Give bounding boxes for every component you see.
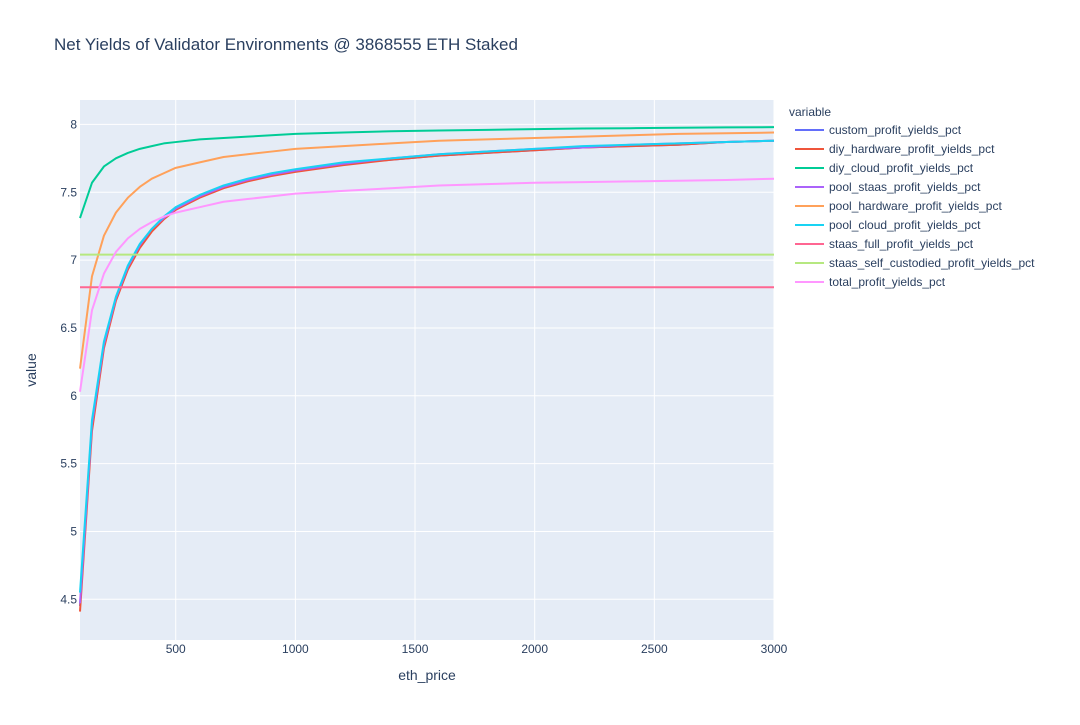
plot-area <box>80 100 774 640</box>
series-line-pool_hardware_profit_yields_pct <box>79 131 775 369</box>
legend-item[interactable]: custom_profit_yields_pct <box>795 123 962 137</box>
legend-label: custom_profit_yields_pct <box>829 123 962 137</box>
x-tick-label: 1500 <box>402 642 429 656</box>
x-tick-label: 500 <box>166 642 186 656</box>
legend-item[interactable]: diy_cloud_profit_yields_pct <box>795 161 974 175</box>
x-tick-label: 3000 <box>761 642 788 656</box>
series-line-diy_cloud_profit_yields_pct <box>79 126 775 219</box>
legend-label: total_profit_yields_pct <box>829 275 946 289</box>
legend-label: pool_cloud_profit_yields_pct <box>829 218 981 232</box>
legend-label: staas_full_profit_yields_pct <box>829 237 974 251</box>
x-axis-ticks: 500 1000 1500 2000 2500 3000 <box>166 642 788 656</box>
y-tick-label: 6 <box>70 389 77 403</box>
y-tick-label: 5 <box>70 524 77 538</box>
legend-items: custom_profit_yields_pct diy_hardware_pro… <box>795 123 1035 289</box>
y-axis-label: value <box>23 353 39 387</box>
y-tick-label: 6.5 <box>60 321 77 335</box>
legend-label: staas_self_custodied_profit_yields_pct <box>829 256 1035 270</box>
chart-title: Net Yields of Validator Environments @ 3… <box>54 35 518 54</box>
y-axis-ticks: 4.5 5 5.5 6 6.5 7 7.5 8 <box>60 117 77 606</box>
legend-item[interactable]: diy_hardware_profit_yields_pct <box>795 142 995 156</box>
legend-item[interactable]: pool_hardware_profit_yields_pct <box>795 199 1002 213</box>
y-tick-label: 7.5 <box>60 185 77 199</box>
series-line-pool_cloud_profit_yields_pct <box>79 139 775 593</box>
x-gridlines <box>175 100 775 640</box>
x-tick-label: 2000 <box>521 642 548 656</box>
series-line-total_profit_yields_pct <box>79 177 775 392</box>
legend-item[interactable]: pool_cloud_profit_yields_pct <box>795 218 981 232</box>
legend-label: diy_hardware_profit_yields_pct <box>829 142 995 156</box>
x-axis-label: eth_price <box>398 667 456 683</box>
legend-item[interactable]: staas_self_custodied_profit_yields_pct <box>795 256 1035 270</box>
x-tick-label: 2500 <box>641 642 668 656</box>
legend-item[interactable]: staas_full_profit_yields_pct <box>795 237 974 251</box>
legend-title: variable <box>789 105 831 119</box>
legend-label: pool_staas_profit_yields_pct <box>829 180 981 194</box>
y-tick-label: 7 <box>70 253 77 267</box>
legend-label: pool_hardware_profit_yields_pct <box>829 199 1002 213</box>
y-gridlines <box>80 123 774 600</box>
legend-item[interactable]: total_profit_yields_pct <box>795 275 946 289</box>
series-lines <box>79 126 775 612</box>
y-tick-label: 4.5 <box>60 592 77 606</box>
legend-item[interactable]: pool_staas_profit_yields_pct <box>795 180 981 194</box>
y-tick-label: 5.5 <box>60 457 77 471</box>
y-tick-label: 8 <box>70 117 77 131</box>
x-tick-label: 1000 <box>282 642 309 656</box>
legend-label: diy_cloud_profit_yields_pct <box>829 161 974 175</box>
legend: variable custom_profit_yields_pct diy_har… <box>789 105 1035 289</box>
